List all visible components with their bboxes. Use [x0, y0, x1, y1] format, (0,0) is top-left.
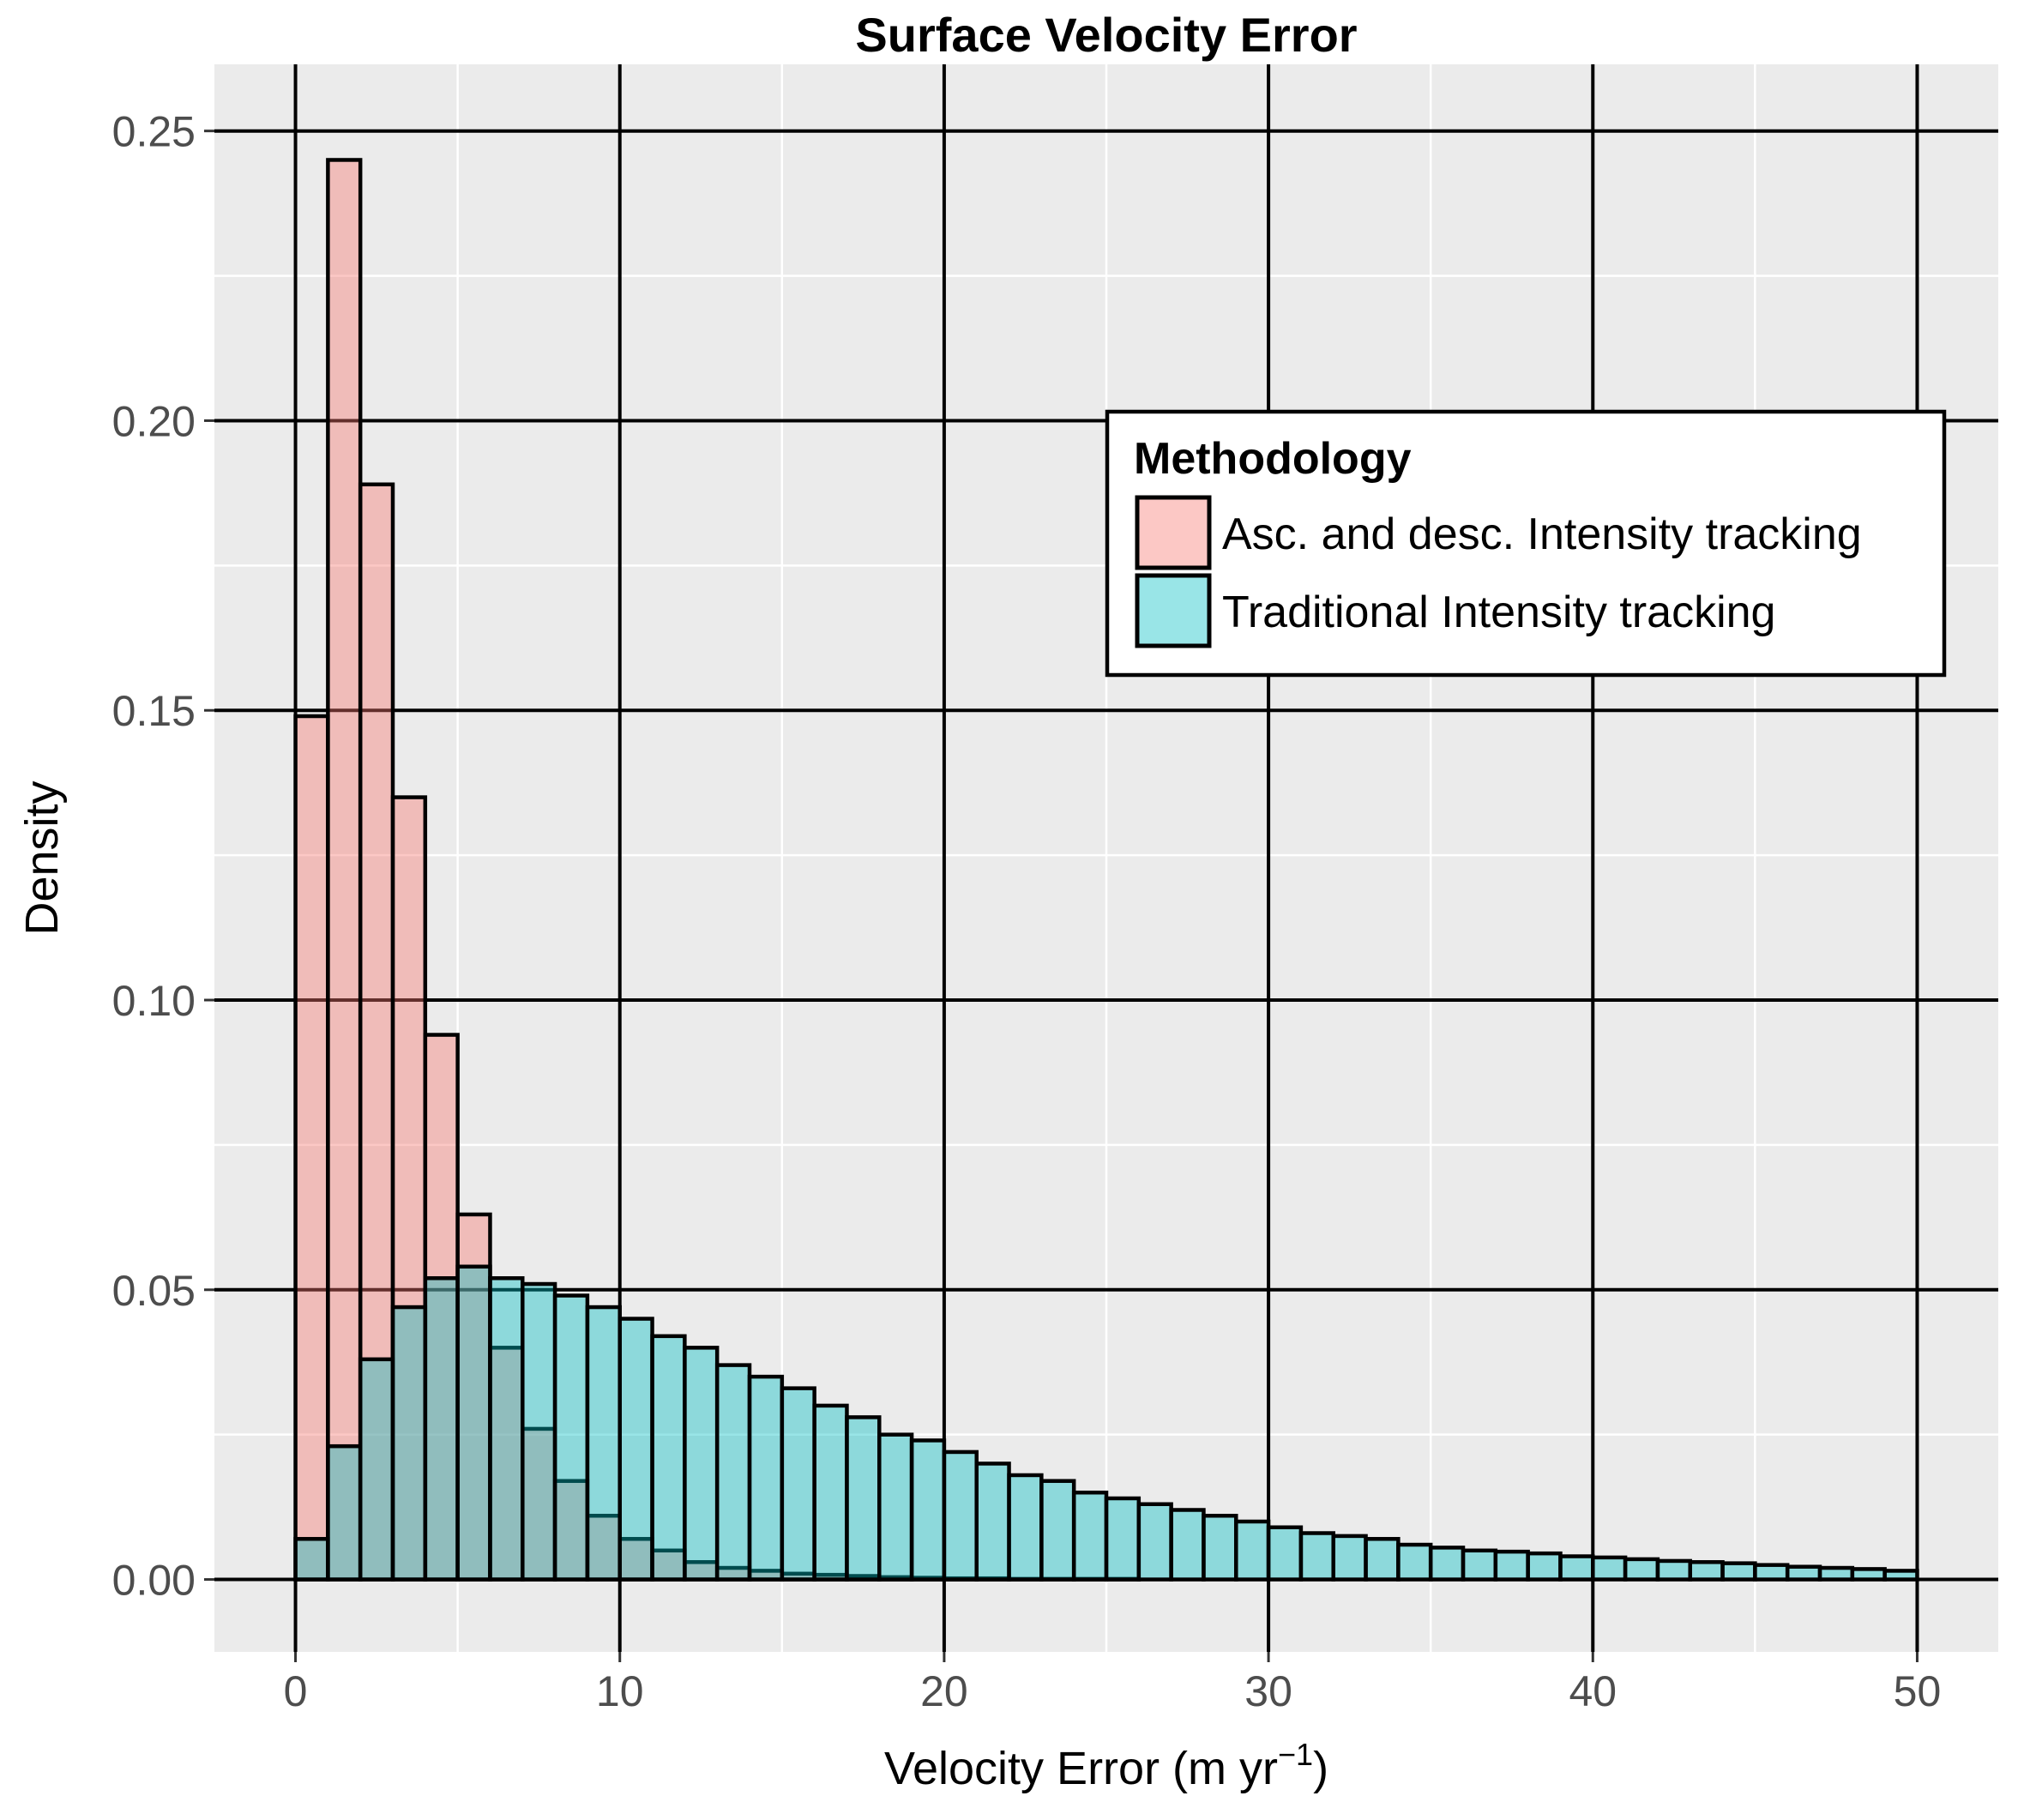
x-tick-label: 10	[596, 1667, 644, 1715]
x-axis-label-close: )	[1313, 1743, 1328, 1794]
legend: Methodology Asc. and desc. Intensity tra…	[1105, 409, 1947, 678]
y-tick-label: 0.10	[112, 977, 196, 1025]
histogram-bar	[650, 1334, 687, 1582]
histogram-bar	[488, 1276, 525, 1582]
histogram-bar	[1493, 1549, 1530, 1582]
histogram-bar	[942, 1449, 979, 1582]
histogram-bar	[552, 1293, 590, 1582]
histogram-bars	[293, 158, 1919, 1582]
x-tick-label: 0	[284, 1667, 308, 1715]
legend-label-traditional: Traditional Intensity tracking	[1222, 588, 1775, 637]
series-traditional	[293, 1264, 1919, 1582]
histogram-bar	[1298, 1531, 1335, 1582]
histogram-bar	[293, 714, 330, 1582]
histogram-bar	[1688, 1560, 1725, 1582]
histogram-bar	[326, 158, 363, 1582]
y-axis-label: Density	[16, 780, 68, 935]
histogram-bar	[1039, 1479, 1076, 1582]
histogram-bar	[1461, 1548, 1498, 1582]
histogram-bar	[293, 1537, 330, 1582]
histogram-bar	[974, 1461, 1011, 1582]
histogram-bar	[1720, 1561, 1757, 1582]
x-axis-label: Velocity Error (m yr−1)	[884, 1737, 1328, 1794]
legend-key-traditional	[1135, 573, 1212, 648]
histogram-bar	[1817, 1565, 1855, 1582]
histogram-bar	[423, 1276, 460, 1582]
histogram-bar	[1526, 1551, 1563, 1582]
histogram-bar	[1169, 1508, 1206, 1582]
x-axis-label-main: Velocity Error (m yr	[884, 1743, 1278, 1794]
histogram-bar	[390, 1305, 428, 1582]
histogram-bar	[780, 1386, 816, 1582]
histogram-bar	[1202, 1513, 1238, 1582]
legend-title: Methodology	[1134, 434, 1412, 484]
histogram-bar	[683, 1346, 720, 1582]
histogram-bar	[1007, 1473, 1044, 1582]
chart-title: Surface Velocity Error	[855, 8, 1357, 62]
histogram-bar	[326, 1443, 363, 1582]
histogram-bar	[1396, 1542, 1433, 1582]
y-tick-label: 0.20	[112, 397, 196, 445]
histogram-bar	[747, 1374, 785, 1582]
histogram-bar	[1882, 1569, 1919, 1582]
histogram-bar	[1785, 1564, 1822, 1582]
legend-key-asc-desc	[1135, 495, 1212, 570]
histogram-bar	[1364, 1537, 1401, 1582]
axes: 0.00 0.05 0.10 0.15 0.20 0.25 0 10 20 30 40 50	[112, 108, 1942, 1715]
y-tick-label: 0.15	[112, 687, 196, 735]
histogram-bar	[1850, 1567, 1887, 1582]
histogram-bar	[1753, 1563, 1790, 1582]
histogram-bar	[909, 1438, 947, 1582]
histogram-bar	[1071, 1490, 1109, 1582]
histogram-bar	[1266, 1525, 1304, 1582]
histogram-bar	[1234, 1519, 1271, 1582]
histogram-bar	[845, 1415, 882, 1582]
histogram-bar	[521, 1426, 557, 1582]
histogram-bar	[521, 1281, 557, 1582]
x-tick-label: 40	[1569, 1667, 1617, 1715]
y-tick-label: 0.00	[112, 1557, 196, 1605]
histogram-bar	[1558, 1554, 1595, 1582]
histogram-bar	[1623, 1557, 1660, 1582]
histogram-bar	[1591, 1555, 1628, 1582]
histogram-bar	[617, 1317, 654, 1582]
histogram-bar	[1136, 1502, 1173, 1582]
y-tick-label: 0.25	[112, 108, 196, 156]
histogram-bar	[1428, 1546, 1466, 1582]
x-tick-label: 20	[920, 1667, 968, 1715]
x-tick-label: 50	[1894, 1667, 1942, 1715]
histogram-bar	[714, 1363, 752, 1582]
series-asc-desc	[293, 158, 1142, 1582]
histogram-bar	[1655, 1558, 1692, 1582]
histogram-bar	[812, 1403, 849, 1582]
x-tick-label: 30	[1244, 1667, 1292, 1715]
x-axis-label-superscript: −1	[1278, 1737, 1313, 1772]
histogram-bar	[358, 1357, 395, 1582]
histogram-bar	[877, 1432, 914, 1582]
histogram-bar	[1331, 1534, 1368, 1582]
legend-label-asc-desc: Asc. and desc. Intensity tracking	[1222, 509, 1862, 559]
histogram-bar	[1104, 1496, 1142, 1582]
histogram-bar	[585, 1305, 622, 1582]
y-tick-label: 0.05	[112, 1267, 196, 1315]
histogram-bar	[455, 1264, 492, 1582]
legend-box	[1105, 409, 1947, 678]
